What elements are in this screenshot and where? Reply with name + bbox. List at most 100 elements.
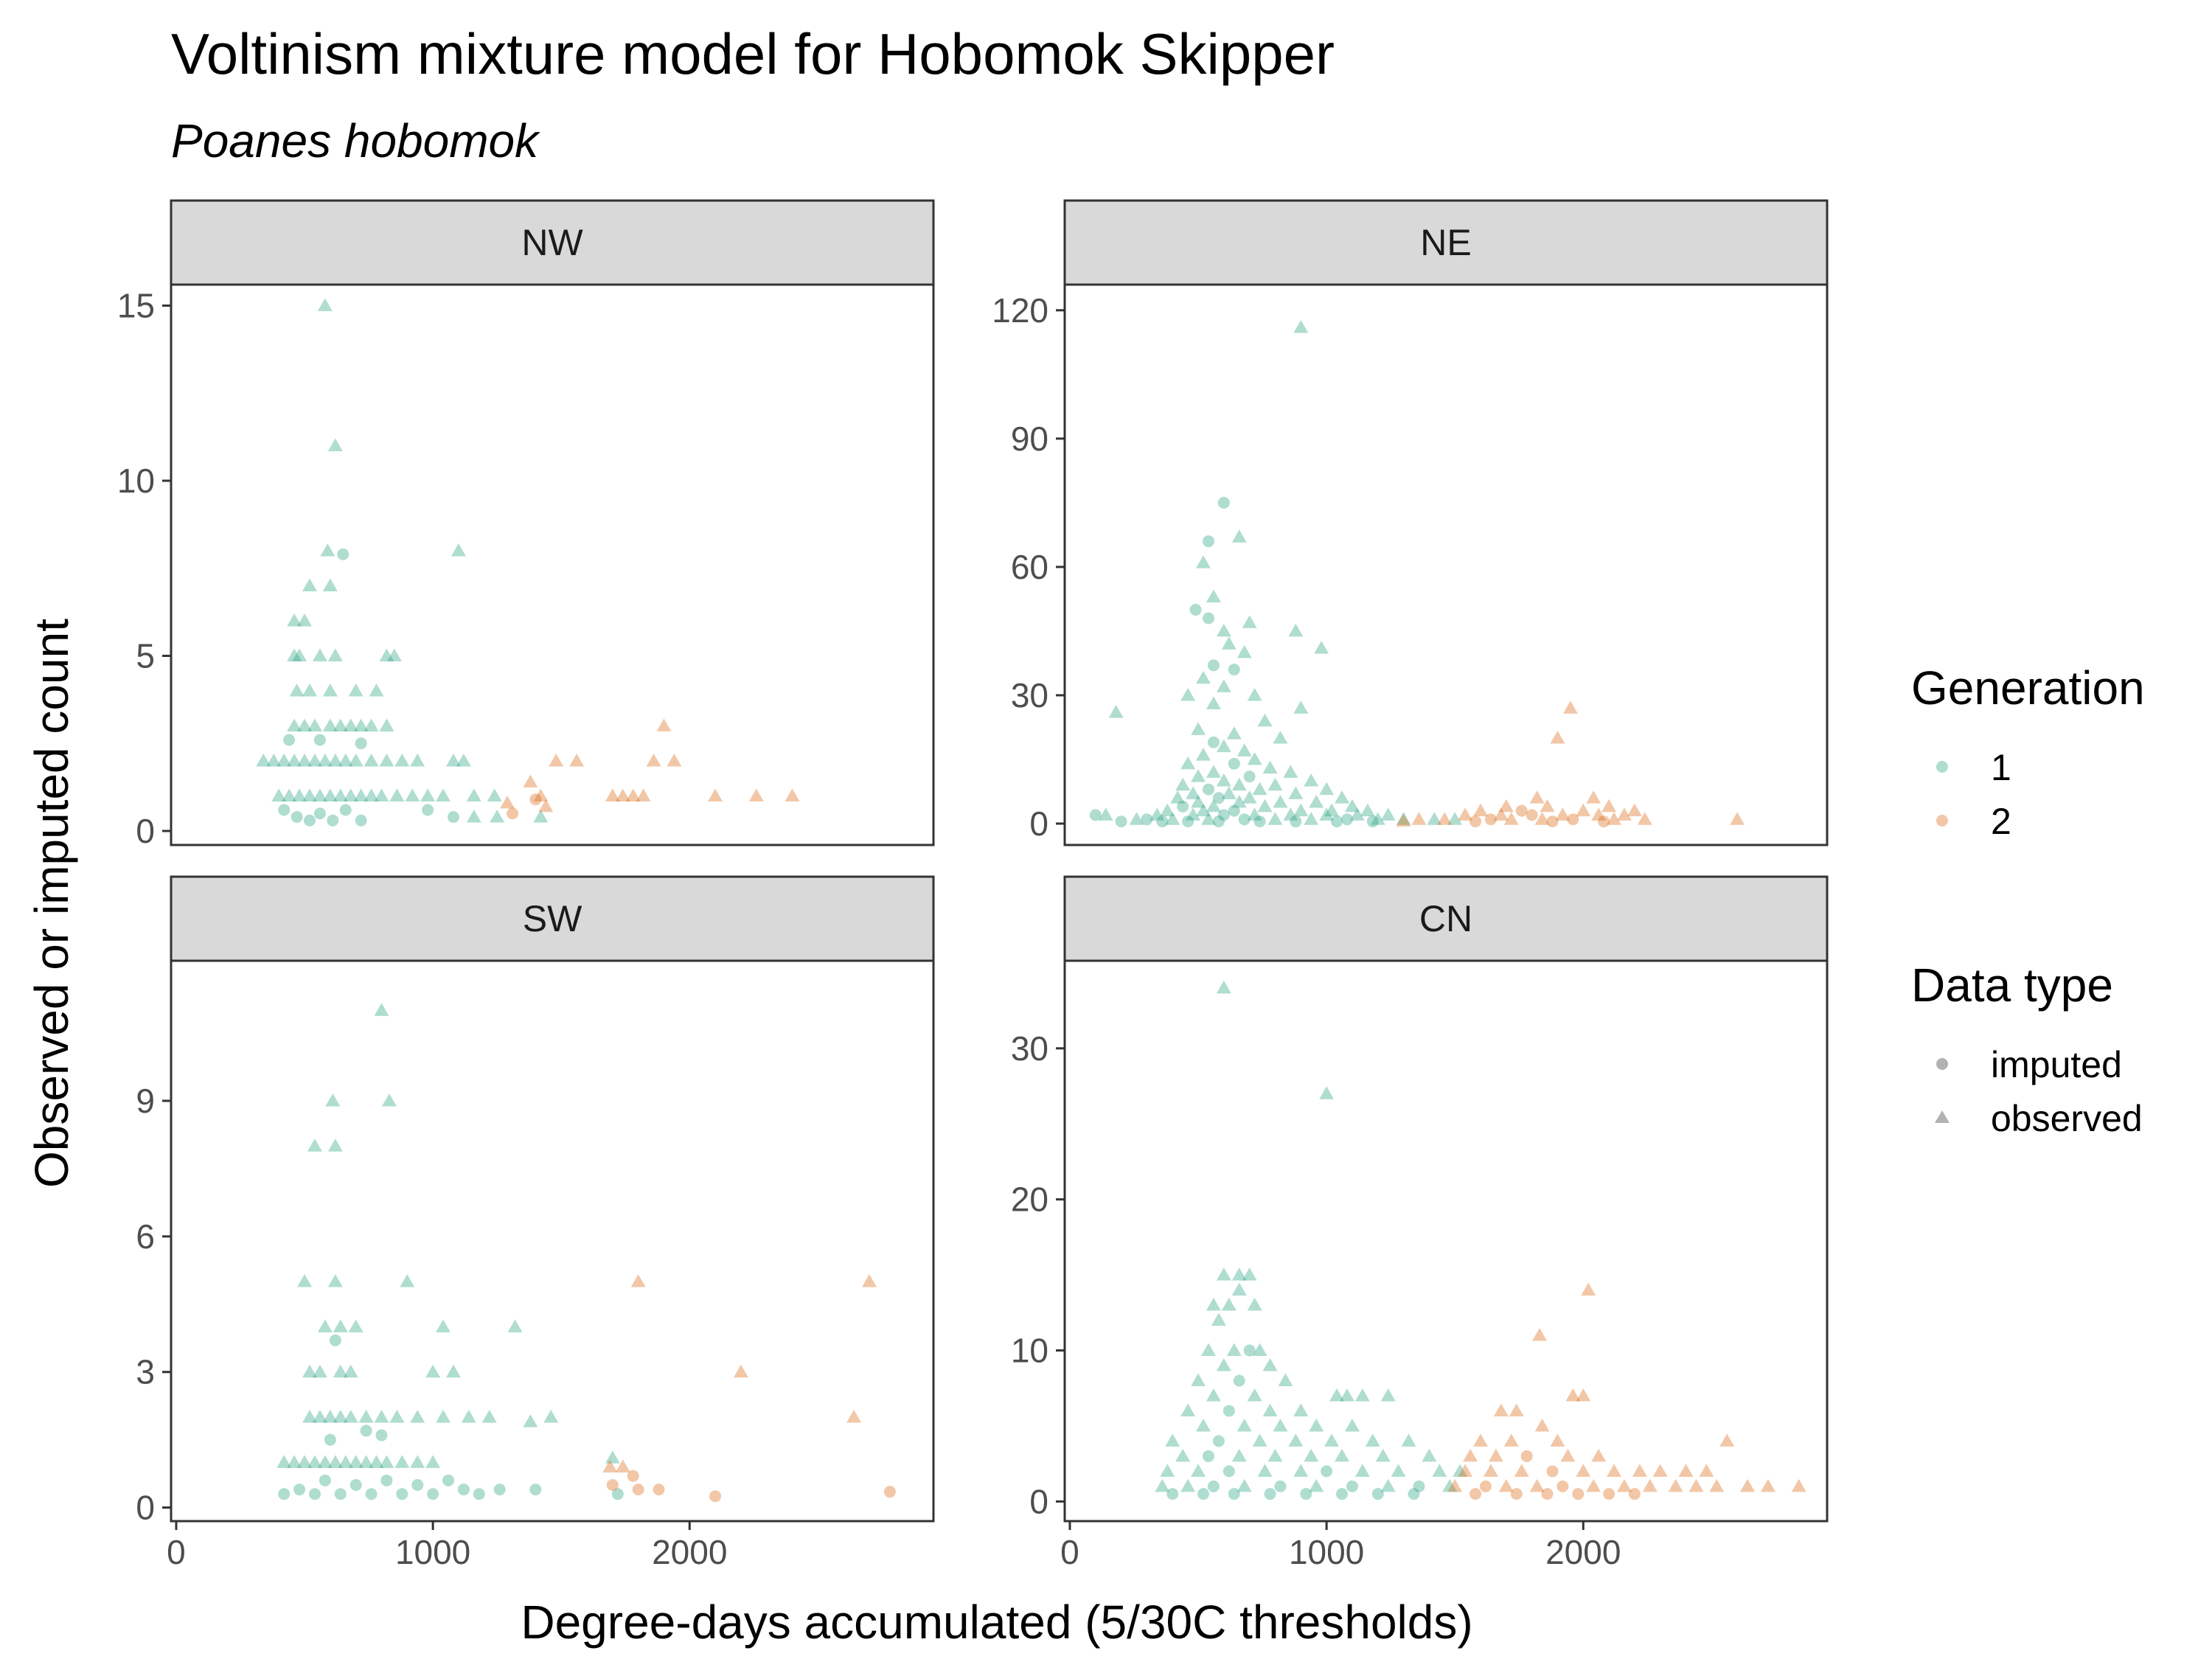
point-cn-32 [1309, 1418, 1324, 1432]
point-nw-1 [327, 438, 343, 451]
point-ne-19 [1247, 687, 1262, 701]
point-nw-66 [490, 810, 505, 823]
point-nw-27 [364, 718, 379, 731]
point-cn-101 [1678, 1464, 1694, 1477]
point-cn-42 [1202, 1450, 1214, 1462]
point-cn-81 [1493, 1403, 1509, 1416]
point-ne-120 [1567, 813, 1579, 826]
point-cn-28 [1293, 1403, 1309, 1416]
point-ne-103 [1540, 799, 1555, 813]
point-cn-55 [1354, 1464, 1370, 1477]
legend-key-imputed [1936, 1058, 1948, 1070]
point-ne-85 [1340, 813, 1353, 826]
point-ne-75 [1380, 807, 1396, 821]
point-cn-34 [1212, 1435, 1225, 1447]
point-nw-43 [379, 754, 394, 767]
point-sw-51 [605, 1450, 620, 1464]
point-nw-9 [287, 648, 302, 661]
plot-area-cn [1063, 959, 1829, 1523]
point-ne-77 [1098, 807, 1113, 821]
point-ne-88 [1427, 812, 1442, 825]
point-nw-71 [313, 807, 326, 820]
point-ne-7 [1202, 612, 1214, 625]
point-cn-6 [1221, 1298, 1237, 1311]
point-ne-11 [1221, 636, 1237, 650]
point-cn-70 [1197, 1488, 1209, 1500]
point-nw-78 [549, 754, 564, 767]
strip-nw [170, 199, 935, 286]
point-nw-39 [327, 754, 343, 767]
point-sw-74 [615, 1459, 630, 1472]
point-ne-125 [1470, 815, 1482, 828]
point-nw-40 [338, 754, 353, 767]
point-sw-13 [329, 1334, 341, 1346]
x-axis-title: Degree-days accumulated (5/30C threshold… [521, 1596, 1472, 1649]
point-cn-2 [1216, 1267, 1231, 1281]
point-ne-44 [1202, 783, 1214, 796]
y-tick-label-ne-90: 90 [1011, 420, 1048, 458]
point-cn-16 [1191, 1373, 1206, 1386]
point-nw-52 [312, 788, 327, 801]
legend-key-generation-1 [1936, 761, 1948, 773]
plot-area-nw [170, 283, 935, 846]
point-ne-82 [1238, 813, 1251, 826]
point-sw-66 [493, 1484, 506, 1496]
legend-item-generation-2: 2 [1936, 801, 2011, 842]
point-nw-76 [447, 811, 459, 823]
point-ne-54 [1191, 794, 1206, 808]
point-ne-73 [1319, 807, 1335, 821]
point-cn-104 [1479, 1480, 1492, 1492]
point-cn-63 [1274, 1480, 1287, 1492]
point-nw-60 [405, 788, 420, 801]
point-ne-79 [1141, 813, 1153, 826]
point-nw-55 [343, 788, 358, 801]
point-ne-39 [1216, 773, 1231, 787]
point-nw-35 [287, 754, 302, 767]
point-ne-96 [1331, 815, 1343, 828]
point-nw-10 [292, 648, 307, 661]
point-ne-24 [1191, 722, 1206, 735]
point-nw-15 [289, 684, 305, 697]
point-ne-49 [1288, 786, 1304, 799]
point-cn-51 [1222, 1465, 1235, 1478]
legend: Generation 1 2 Data type imputed observe… [1911, 661, 2145, 1139]
point-cn-74 [1336, 1488, 1348, 1500]
point-cn-14 [1216, 1358, 1231, 1371]
point-ne-14 [1207, 659, 1220, 672]
y-tick-label-sw-9: 9 [136, 1082, 155, 1120]
point-ne-18 [1180, 687, 1196, 701]
point-sw-77 [632, 1484, 644, 1496]
point-ne-26 [1273, 730, 1288, 744]
point-sw-24 [322, 1410, 338, 1423]
y-tick-label-ne-0: 0 [1029, 804, 1048, 843]
point-cn-7 [1231, 1282, 1247, 1296]
panel-ne: NE 0 30 60 90 120 [992, 199, 1829, 846]
point-cn-116 [1791, 1478, 1806, 1492]
point-nw-48 [271, 788, 287, 801]
point-cn-21 [1354, 1388, 1370, 1402]
point-cn-22 [1380, 1388, 1396, 1402]
point-ne-92 [1182, 815, 1194, 828]
point-ne-76 [1089, 809, 1102, 821]
point-ne-95 [1290, 815, 1302, 828]
point-nw-77 [523, 774, 538, 787]
y-tick-label-nw-10: 10 [117, 462, 155, 500]
point-nw-88 [708, 788, 723, 801]
point-ne-122 [1637, 812, 1652, 825]
point-cn-35 [1165, 1433, 1180, 1447]
point-nw-41 [348, 754, 364, 767]
point-nw-45 [410, 754, 425, 767]
point-cn-68 [1442, 1478, 1458, 1492]
point-sw-27 [358, 1410, 374, 1423]
point-nw-47 [456, 754, 471, 767]
x-tick-label-cn-1000: 1000 [1289, 1533, 1364, 1571]
point-cn-89 [1488, 1448, 1503, 1462]
point-cn-39 [1365, 1433, 1380, 1447]
point-ne-51 [1212, 792, 1225, 804]
point-ne-55 [1231, 794, 1247, 808]
panel-nw: NW 0 5 10 15 [117, 199, 935, 850]
point-sw-36 [324, 1433, 336, 1446]
point-cn-79 [1565, 1388, 1581, 1402]
point-cn-78 [1532, 1328, 1548, 1341]
point-sw-70 [630, 1274, 646, 1287]
